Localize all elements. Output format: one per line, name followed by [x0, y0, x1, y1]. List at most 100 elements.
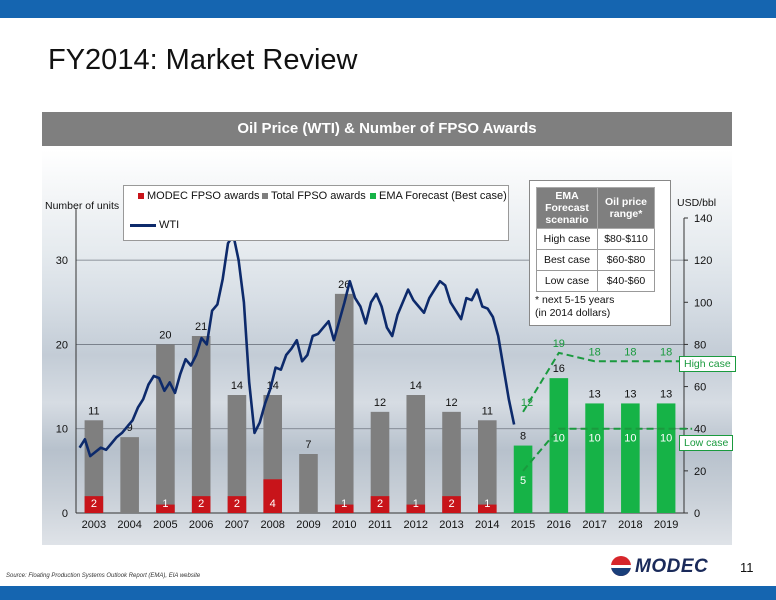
y-tick-label-right: 120	[694, 255, 712, 267]
high-case-tag: High case	[679, 356, 736, 372]
scenario-name: Best case	[536, 249, 598, 271]
x-tick-label: 2006	[189, 519, 213, 531]
bar-modec-fpso	[370, 496, 390, 513]
bar-label-modec: 1	[341, 498, 347, 510]
page-title: FY2014: Market Review	[48, 44, 358, 76]
forecast-low-label: 5	[520, 475, 526, 487]
legend-modec-swatch	[138, 193, 144, 200]
forecast-low-label: 10	[553, 433, 565, 445]
scenario-row-low: Low case $40-$60	[536, 270, 655, 292]
forecast-high-label: 18	[588, 346, 600, 358]
bar-modec-fpso	[227, 496, 247, 513]
scenario-header: EMA Forecast scenario	[536, 187, 598, 229]
source-note: Source: Floating Production Systems Outl…	[6, 573, 201, 579]
scenario-note-line-1: * next 5-15 years	[535, 294, 615, 306]
bar-total-fpso	[370, 411, 390, 513]
scenario-name: High case	[536, 228, 598, 250]
bar-total-fpso	[227, 395, 247, 513]
x-tick-label: 2008	[260, 519, 284, 531]
x-tick-label: 2018	[618, 519, 642, 531]
bar-label-modec: 2	[448, 498, 454, 510]
scenario-note-line-2: (in 2014 dollars)	[535, 307, 611, 319]
x-tick-label: 2016	[547, 519, 571, 531]
bar-label-total: 9	[127, 422, 133, 434]
bar-forecast	[513, 445, 533, 513]
bar-label-forecast: 16	[553, 363, 565, 375]
bar-label-modec: 2	[377, 498, 383, 510]
bar-label-modec: 4	[270, 498, 276, 510]
bar-label-modec: 1	[162, 498, 168, 510]
legend-forecast-swatch	[370, 193, 376, 200]
scenario-table-header: EMA Forecast scenario Oil price range*	[536, 187, 655, 229]
bar-forecast	[549, 378, 569, 513]
modec-logo-text: MODEC	[635, 556, 709, 577]
header-bar	[0, 0, 776, 18]
bar-label-total: 7	[305, 439, 311, 451]
bar-label-modec: 2	[234, 498, 240, 510]
y-tick-label-left: 30	[56, 255, 68, 267]
bar-modec-fpso	[406, 504, 426, 513]
legend-wti-label: WTI	[159, 219, 180, 231]
bar-label-forecast: 8	[520, 431, 526, 443]
x-tick-label: 2013	[439, 519, 463, 531]
bar-label-total: 12	[445, 397, 457, 409]
bar-label-total: 20	[159, 329, 171, 341]
bar-total-fpso	[84, 420, 104, 513]
low-case-tag: Low case	[679, 435, 734, 451]
forecast-low-line	[522, 427, 693, 472]
bar-label-total: 21	[195, 321, 207, 333]
bar-label-forecast: 13	[624, 388, 636, 400]
bar-label-forecast: 13	[588, 388, 600, 400]
bar-label-total: 14	[410, 380, 422, 392]
bar-modec-fpso	[84, 496, 104, 513]
legend-forecast-label: EMA Forecast (Best case)	[379, 190, 507, 202]
bar-total-fpso	[477, 420, 497, 513]
x-tick-label: 2015	[511, 519, 535, 531]
scenario-range: $40-$60	[597, 270, 655, 292]
forecast-low-label: 10	[588, 433, 600, 445]
forecast-low-label: 10	[624, 433, 636, 445]
y-axis-right-label: USD/bbl	[677, 197, 717, 209]
bar-forecast	[621, 403, 640, 513]
bar-modec-fpso	[156, 504, 175, 513]
bar-label-forecast: 13	[660, 388, 672, 400]
y-tick-label-left: 20	[56, 339, 68, 351]
y-tick-label-right: 80	[694, 339, 706, 351]
chart-title: Oil Price (WTI) & Number of FPSO Awards	[42, 112, 732, 146]
bar-total-fpso	[299, 454, 318, 513]
x-tick-label: 2019	[654, 519, 678, 531]
y-tick-label-right: 60	[694, 382, 706, 394]
x-tick-label: 2007	[225, 519, 249, 531]
x-tick-label: 2009	[296, 519, 320, 531]
scenario-table-box: EMA Forecast scenario Oil price range* H…	[529, 180, 671, 326]
y-tick-label-left: 0	[62, 508, 68, 520]
bar-modec-fpso	[263, 479, 283, 513]
y-axis-left-label: Number of units	[45, 200, 120, 212]
scenario-note: * next 5-15 years (in 2014 dollars)	[535, 294, 614, 320]
scenario-row-high: High case $80-$110	[536, 228, 655, 250]
bar-total-fpso	[191, 336, 211, 513]
y-tick-label-left: 10	[56, 424, 68, 436]
y-tick-label-right: 20	[694, 466, 706, 478]
x-tick-label: 2014	[475, 519, 499, 531]
bar-label-modec: 1	[484, 498, 490, 510]
y-tick-label-right: 140	[694, 213, 712, 225]
bar-modec-fpso	[442, 496, 461, 513]
bar-label-total: 11	[88, 405, 99, 417]
legend-modec-label: MODEC FPSO awards	[147, 190, 260, 202]
bar-modec-fpso	[334, 504, 354, 513]
bar-label-modec: 2	[91, 498, 97, 510]
legend-wti: WTI	[130, 219, 179, 231]
bar-label-total: 14	[231, 380, 243, 392]
bar-modec-fpso	[477, 504, 497, 513]
forecast-high-label: 18	[660, 346, 672, 358]
scenario-range: $80-$110	[597, 228, 655, 250]
bar-label-total: 12	[374, 397, 386, 409]
x-tick-label: 2017	[582, 519, 606, 531]
modec-logo: MODEC	[611, 556, 731, 577]
chart-legend: MODEC FPSO awards Total FPSO awards EMA …	[123, 185, 509, 241]
modec-logo-mark	[611, 556, 631, 576]
bar-label-modec: 1	[413, 498, 419, 510]
legend-total-label: Total FPSO awards	[271, 190, 366, 202]
